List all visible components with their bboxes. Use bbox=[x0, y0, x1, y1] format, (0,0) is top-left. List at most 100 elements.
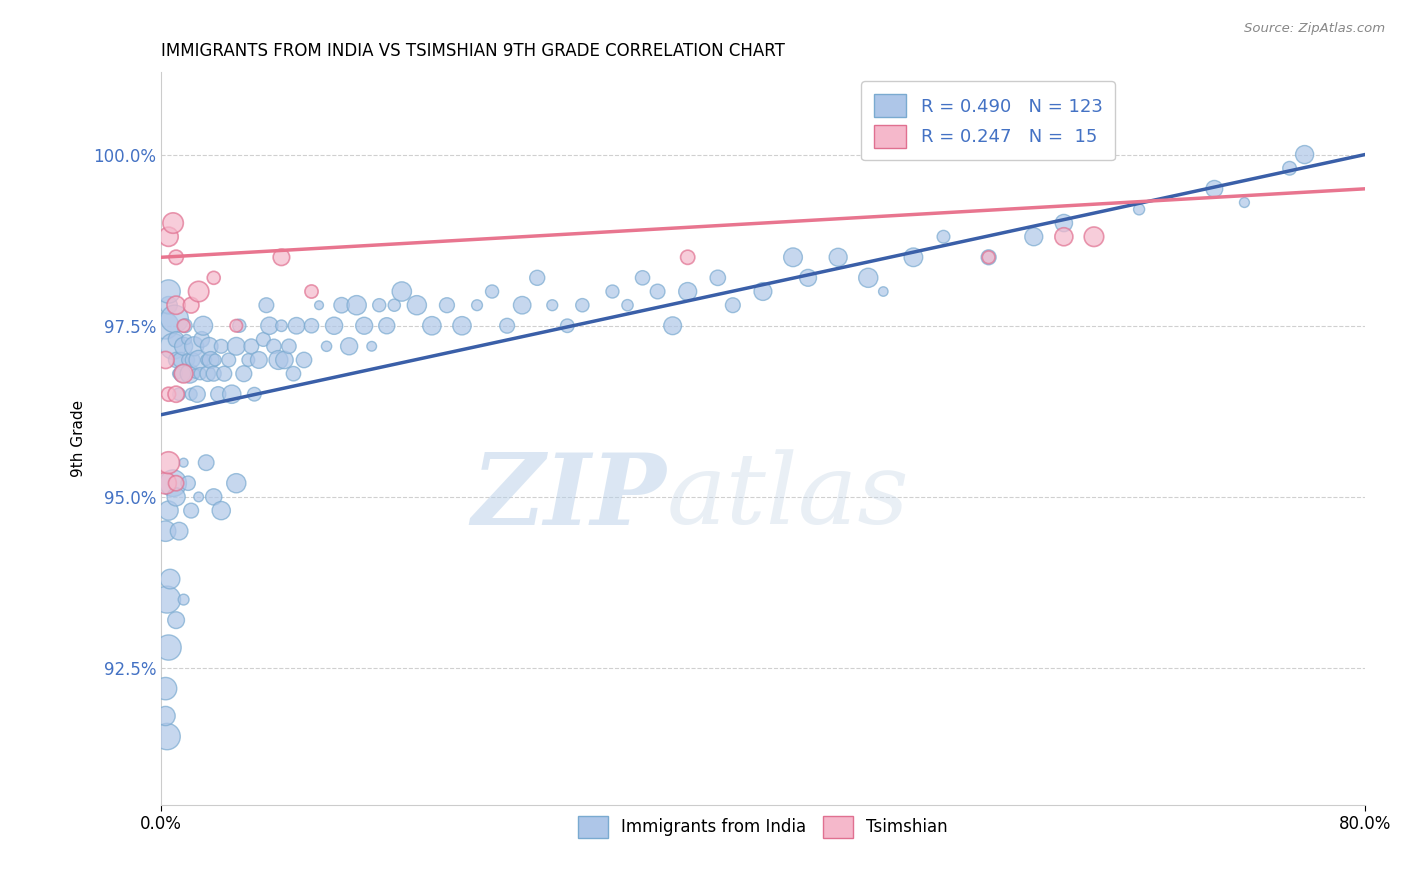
Point bbox=[165, 333, 187, 347]
Point bbox=[209, 503, 232, 517]
Point bbox=[391, 285, 413, 299]
Point bbox=[202, 490, 225, 504]
Point bbox=[187, 353, 209, 368]
Point bbox=[228, 318, 250, 333]
Point bbox=[243, 387, 266, 401]
Point bbox=[308, 298, 330, 312]
Legend: Immigrants from India, Tsimshian: Immigrants from India, Tsimshian bbox=[571, 810, 955, 845]
Point bbox=[155, 318, 177, 333]
Point bbox=[263, 339, 285, 353]
Point bbox=[571, 298, 593, 312]
Point bbox=[187, 285, 209, 299]
Point bbox=[247, 353, 270, 368]
Point bbox=[337, 339, 360, 353]
Point bbox=[315, 339, 337, 353]
Point bbox=[155, 353, 177, 368]
Point bbox=[259, 318, 281, 333]
Point bbox=[353, 318, 375, 333]
Point bbox=[285, 318, 308, 333]
Point bbox=[173, 318, 195, 333]
Point bbox=[526, 270, 548, 285]
Point bbox=[163, 312, 186, 326]
Point bbox=[165, 476, 187, 491]
Point bbox=[1204, 182, 1226, 196]
Point bbox=[197, 367, 219, 381]
Point bbox=[903, 250, 925, 264]
Point bbox=[172, 367, 194, 381]
Point bbox=[541, 298, 564, 312]
Point bbox=[193, 318, 215, 333]
Point bbox=[232, 367, 254, 381]
Point bbox=[1083, 229, 1105, 244]
Point bbox=[167, 524, 190, 538]
Point bbox=[173, 339, 195, 353]
Point bbox=[647, 285, 669, 299]
Point bbox=[1053, 229, 1076, 244]
Point bbox=[184, 367, 207, 381]
Point bbox=[190, 333, 212, 347]
Point bbox=[165, 250, 187, 264]
Point bbox=[616, 298, 638, 312]
Point bbox=[240, 339, 263, 353]
Point bbox=[207, 387, 229, 401]
Point bbox=[977, 250, 1000, 264]
Point bbox=[1294, 147, 1316, 161]
Point bbox=[323, 318, 346, 333]
Point bbox=[198, 339, 221, 353]
Point bbox=[166, 367, 188, 381]
Point bbox=[481, 285, 503, 299]
Point bbox=[167, 387, 190, 401]
Point bbox=[283, 367, 305, 381]
Point bbox=[195, 456, 218, 470]
Point bbox=[221, 387, 243, 401]
Point bbox=[797, 270, 820, 285]
Point bbox=[360, 339, 382, 353]
Point bbox=[157, 298, 180, 312]
Point bbox=[157, 640, 180, 655]
Point bbox=[157, 229, 180, 244]
Point bbox=[1278, 161, 1301, 176]
Point bbox=[176, 333, 198, 347]
Point bbox=[330, 298, 353, 312]
Point bbox=[173, 456, 195, 470]
Point bbox=[278, 339, 301, 353]
Text: IMMIGRANTS FROM INDIA VS TSIMSHIAN 9TH GRADE CORRELATION CHART: IMMIGRANTS FROM INDIA VS TSIMSHIAN 9TH G… bbox=[162, 42, 785, 60]
Point bbox=[155, 709, 177, 723]
Point bbox=[273, 353, 295, 368]
Point bbox=[186, 387, 208, 401]
Point bbox=[721, 298, 744, 312]
Point bbox=[181, 353, 204, 368]
Point bbox=[183, 339, 205, 353]
Point bbox=[157, 456, 180, 470]
Point bbox=[292, 353, 315, 368]
Point bbox=[200, 353, 222, 368]
Point bbox=[218, 353, 240, 368]
Point bbox=[346, 298, 368, 312]
Point bbox=[368, 298, 391, 312]
Point bbox=[155, 681, 177, 696]
Point bbox=[782, 250, 804, 264]
Point bbox=[555, 318, 578, 333]
Point bbox=[157, 503, 180, 517]
Point bbox=[173, 367, 195, 381]
Point bbox=[177, 476, 200, 491]
Point bbox=[157, 285, 180, 299]
Point bbox=[204, 353, 226, 368]
Point bbox=[465, 298, 488, 312]
Point bbox=[225, 339, 247, 353]
Point bbox=[165, 490, 187, 504]
Point bbox=[270, 318, 292, 333]
Text: ZIP: ZIP bbox=[471, 449, 666, 546]
Point bbox=[676, 285, 699, 299]
Point bbox=[159, 572, 181, 586]
Point bbox=[301, 285, 323, 299]
Point bbox=[661, 318, 683, 333]
Point bbox=[180, 387, 202, 401]
Point bbox=[165, 298, 187, 312]
Point bbox=[180, 298, 202, 312]
Point bbox=[270, 250, 292, 264]
Point bbox=[202, 270, 225, 285]
Point bbox=[267, 353, 290, 368]
Point bbox=[225, 318, 247, 333]
Point bbox=[212, 367, 235, 381]
